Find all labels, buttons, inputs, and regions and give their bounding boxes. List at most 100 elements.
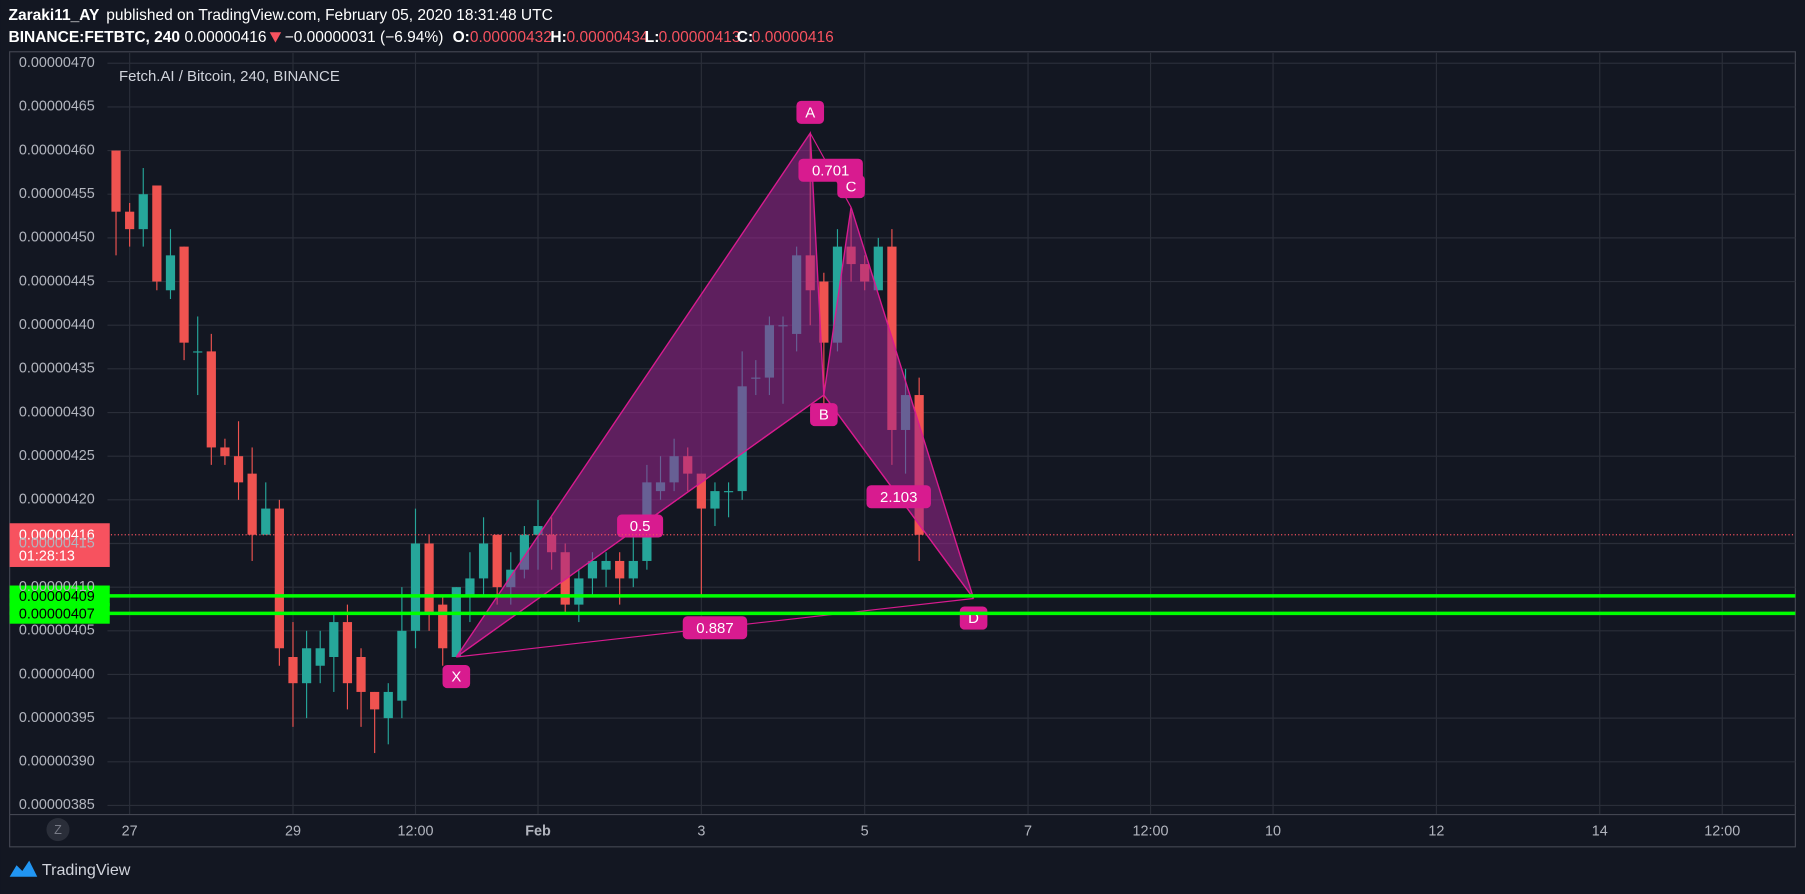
candle-body	[465, 578, 475, 596]
y-tick-label: 0.00000390	[19, 754, 95, 770]
candle-body	[165, 255, 176, 291]
candle-body	[233, 456, 244, 483]
last-price-box	[9, 523, 110, 567]
x-tick-label: 10	[1265, 824, 1281, 840]
pattern-label-box	[796, 100, 825, 124]
pattern-label-box	[682, 616, 748, 640]
candle-body	[247, 473, 257, 535]
candle-body	[301, 648, 312, 684]
candle-body	[424, 543, 434, 614]
candle-body	[179, 246, 189, 343]
ohlc-value: 0.00000413	[659, 29, 741, 46]
pattern-label: B	[819, 407, 829, 424]
ohlc-key: C:	[737, 29, 753, 46]
scale-button-label[interactable]: Z	[54, 823, 62, 837]
pattern-label: 2.103	[880, 489, 917, 506]
x-tick-label: 3	[697, 824, 705, 840]
ohlc-key: H:	[550, 29, 566, 46]
last-price-label: 0.00000416	[19, 528, 95, 544]
pattern-label-box	[866, 485, 931, 509]
y-tick-label: 0.00000405	[19, 623, 95, 639]
candle-body	[261, 508, 271, 535]
candle-body	[206, 351, 216, 448]
candle-body	[125, 211, 135, 230]
y-tick-label: 0.00000465	[19, 99, 95, 115]
y-tick-label: 0.00000445	[19, 273, 95, 289]
y-tick-label: 0.00000460	[19, 142, 95, 158]
candle-body	[274, 508, 284, 649]
x-tick-label: 12:00	[1133, 824, 1169, 840]
x-tick-label: 12:00	[1704, 824, 1740, 840]
grid	[107, 52, 1796, 815]
x-tick-label: 5	[861, 824, 869, 840]
candle-body	[873, 246, 883, 291]
ohlc-value: 0.00000434	[567, 29, 649, 46]
pattern-label-box	[810, 403, 838, 427]
candle-body	[288, 657, 298, 684]
ohlc-value: 0.00000432	[470, 29, 552, 46]
candle-body	[342, 622, 353, 684]
candle-body	[492, 534, 502, 588]
candle-body	[478, 543, 489, 579]
candle-body	[615, 560, 625, 579]
x-tick-label: 12	[1428, 824, 1444, 840]
candle-body	[628, 560, 638, 579]
axes: 0.00000470 0.00000465 0.00000460 0.00000455…	[19, 55, 1740, 840]
candle-body	[220, 447, 230, 457]
y-tick-label: 0.00000435	[19, 361, 95, 377]
y-tick-label: 0.00000440	[19, 317, 95, 333]
candle-body	[601, 560, 611, 570]
level-label: 0.00000409	[19, 589, 95, 605]
candle-body	[193, 351, 203, 353]
pattern-label: 0.701	[812, 162, 849, 179]
y-tick-label: 0.00000415	[19, 535, 95, 551]
pattern-label: X	[451, 669, 461, 686]
x-tick-label: Feb	[525, 824, 551, 840]
pattern-label: C	[846, 179, 857, 196]
ohlc-key: O:	[453, 29, 470, 46]
candle-body	[723, 491, 734, 493]
down-arrow	[269, 32, 282, 43]
ohlc-key: L:	[645, 29, 660, 46]
pattern-label: 0.887	[696, 620, 733, 637]
candle-body	[819, 281, 829, 343]
level-label-box	[9, 602, 110, 624]
candle-body	[410, 543, 421, 631]
y-tick-label: 0.00000470	[19, 55, 95, 71]
y-tick-label: 0.00000395	[19, 710, 95, 726]
candle-body	[587, 560, 598, 579]
y-tick-label: 0.00000385	[19, 797, 95, 813]
xabcd-pattern: X A B C D 0.5 0.701 2.103 0.887	[442, 100, 988, 689]
y-tick-label: 0.00000410	[19, 579, 95, 595]
candle-body	[356, 657, 366, 692]
x-tick-label: 14	[1592, 824, 1608, 840]
pattern-label: A	[805, 104, 815, 121]
scale-button[interactable]	[46, 818, 70, 842]
candle-body	[451, 587, 461, 658]
candle-body	[533, 526, 543, 535]
candle-body	[519, 534, 529, 570]
candle-body	[315, 648, 325, 666]
pattern-label-box	[617, 514, 664, 538]
candle-body	[696, 473, 706, 509]
candle-body	[111, 150, 121, 212]
y-tick-label: 0.00000420	[19, 492, 95, 508]
x-tick-label: 29	[285, 824, 301, 840]
x-tick-label: 27	[122, 824, 138, 840]
pattern-label: 0.5	[630, 518, 651, 535]
candle-body	[383, 691, 393, 719]
y-tick-label: 0.00000430	[19, 404, 95, 420]
header-change: −0.00000031 (−6.94%)	[285, 29, 444, 46]
header-price: 0.00000416	[185, 29, 267, 46]
x-tick-label: 7	[1024, 824, 1032, 840]
candle-body	[329, 622, 339, 658]
level-label-box	[9, 585, 110, 607]
pattern-label-box	[798, 158, 863, 182]
y-tick-label: 0.00000450	[19, 230, 95, 246]
ohlc-value: 0.00000416	[752, 29, 834, 46]
countdown: 01:28:13	[19, 548, 75, 564]
candle-body	[832, 246, 843, 343]
y-tick-label: 0.00000455	[19, 186, 95, 202]
